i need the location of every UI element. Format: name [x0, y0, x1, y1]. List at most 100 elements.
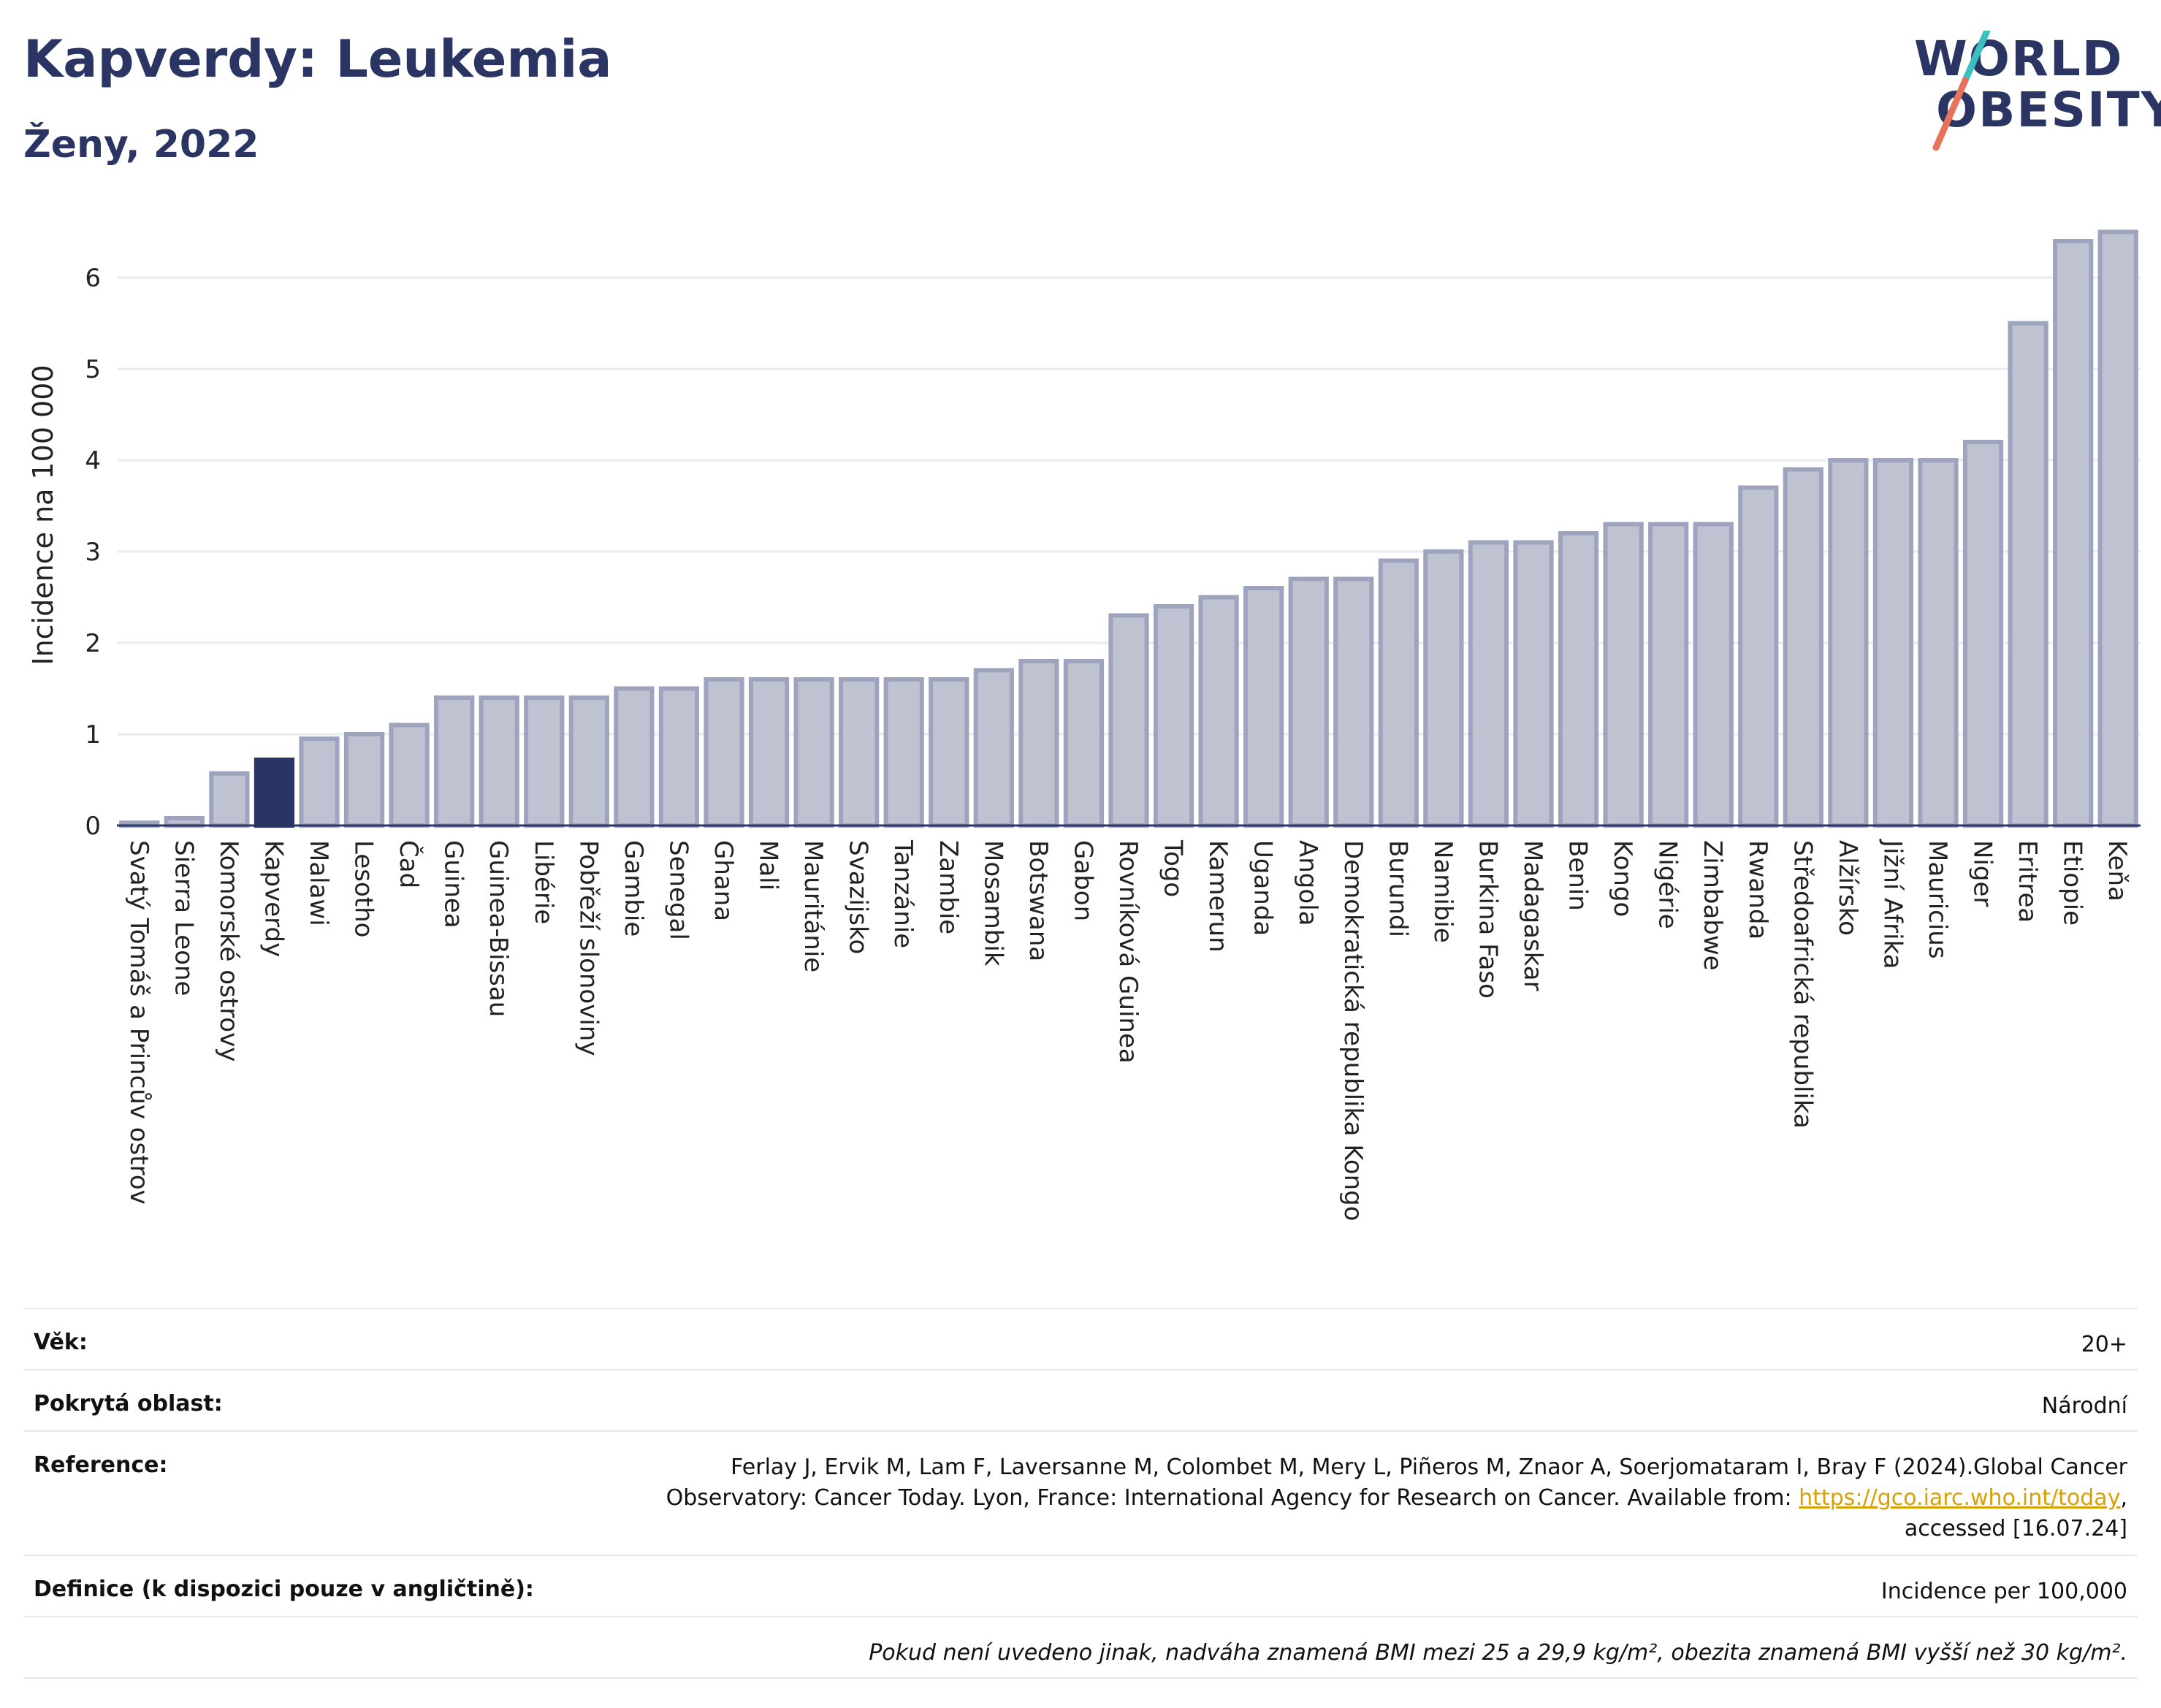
- x-tick-label: Tanzánie: [888, 839, 918, 948]
- y-tick-label: 2: [85, 629, 101, 658]
- logo-line2: OBESITY: [1936, 82, 2161, 138]
- x-tick-label: Středoafrická republika: [1788, 840, 1817, 1129]
- bar: [658, 686, 700, 828]
- logo-line1: WORLD: [1914, 31, 2124, 87]
- bar: [209, 771, 250, 828]
- x-tick-label: Angola: [1293, 840, 1322, 926]
- bar: [2097, 229, 2138, 828]
- bar: [1603, 522, 1644, 828]
- bar: [1693, 522, 1734, 828]
- y-tick-label: 1: [85, 720, 101, 750]
- x-tick-label: Namibie: [1428, 840, 1457, 943]
- bar: [704, 677, 744, 828]
- reference-label: Reference:: [34, 1452, 168, 1478]
- x-tick-label: Gabon: [1068, 840, 1097, 921]
- page-title: Kapverdy: Leukemia: [23, 29, 612, 89]
- area-label: Pokrytá oblast:: [34, 1391, 223, 1417]
- reference-value: Ferlay J, Ervik M, Lam F, Laversanne M, …: [666, 1452, 2127, 1544]
- x-tick-label: Malawi: [304, 840, 333, 926]
- bar: [2008, 321, 2048, 828]
- y-axis-label: Incidence na 100 000: [27, 365, 59, 665]
- x-tick-label: Togo: [1159, 839, 1188, 897]
- area-value: Národní: [2041, 1393, 2127, 1419]
- x-tick-label: Libérie: [529, 840, 558, 924]
- x-tick-label: Kamerun: [1203, 840, 1232, 953]
- x-tick-label: Svatý Tomáš a Princův ostrov: [124, 840, 153, 1205]
- info-row-definition: Definice (k dispozici pouze v angličtině…: [23, 1555, 2138, 1616]
- x-tick-label: Mosambik: [978, 840, 1007, 967]
- info-row-area: Pokrytá oblast: Národní: [23, 1369, 2138, 1430]
- x-tick-label: Etiopie: [2058, 840, 2087, 926]
- bar: [929, 677, 969, 828]
- x-tick-label: Eritrea: [2013, 840, 2042, 923]
- bar: [1783, 467, 1823, 828]
- x-tick-label: Pobřeží slonoviny: [573, 840, 603, 1056]
- x-tick-label: Mali: [754, 840, 783, 891]
- bar: [883, 677, 924, 828]
- x-tick-label: Alžírsko: [1833, 840, 1862, 936]
- bar: [1918, 458, 1959, 828]
- x-tick-label: Niger: [1968, 840, 1997, 907]
- x-tick-label: Čad: [394, 840, 424, 888]
- age-label: Věk:: [34, 1330, 88, 1355]
- x-tick-label: Kapverdy: [259, 840, 288, 957]
- x-tick-label: Mauricius: [1923, 840, 1952, 959]
- x-tick-label: Botswana: [1024, 840, 1053, 961]
- bar: [1153, 604, 1194, 828]
- reference-line2-suffix: ,: [2120, 1485, 2127, 1511]
- x-tick-label: Demokratická republika Kongo: [1338, 840, 1368, 1221]
- bar: [1378, 558, 1419, 828]
- x-tick-label: Lesotho: [349, 840, 378, 937]
- reference-line2: Observatory: Cancer Today. Lyon, France:…: [666, 1485, 1799, 1511]
- x-tick-label: Gambie: [619, 840, 648, 937]
- reference-line3: accessed [16.07.24]: [1904, 1516, 2127, 1541]
- info-row-reference: Reference: Ferlay J, Ervik M, Lam F, Lav…: [23, 1430, 2138, 1555]
- y-tick-label: 6: [85, 264, 101, 293]
- bar: [568, 695, 609, 828]
- definition-value: Incidence per 100,000: [1880, 1579, 2127, 1604]
- age-value: 20+: [2081, 1332, 2127, 1357]
- bar: [1468, 540, 1509, 828]
- bar: [1243, 586, 1284, 828]
- x-tick-label: Keňa: [2103, 840, 2132, 901]
- x-tick-label: Kongo: [1608, 840, 1637, 917]
- x-tick-label: Rovníková Guinea: [1113, 840, 1143, 1064]
- bar-chart: 0 1 2 3 4 5 6 Incidence na 100 000 Svatý Tomáš a…: [27, 229, 2141, 1221]
- bar: [1513, 540, 1554, 828]
- x-tick-label: Guinea: [439, 840, 468, 929]
- x-tick-label: Madagaskar: [1518, 840, 1547, 991]
- definition-label: Definice (k dispozici pouze v angličtině…: [34, 1577, 534, 1602]
- bar: [1423, 549, 1464, 828]
- bar: [1738, 485, 1779, 828]
- info-row-note: Pokud není uvedeno jinak, nadváha znamen…: [23, 1616, 2138, 1679]
- y-tick-label: 0: [85, 812, 101, 841]
- world-obesity-logo: WORLD OBESITY: [1907, 31, 2161, 155]
- x-tick-label: Ghana: [709, 840, 738, 921]
- bar: [973, 668, 1014, 828]
- bar: [479, 695, 519, 828]
- x-tick-label: Mauritánie: [799, 840, 828, 972]
- bar: [1828, 458, 1869, 828]
- x-tick-label: Benin: [1563, 840, 1593, 911]
- x-tick-label: Guinea-Bissau: [484, 840, 513, 1017]
- y-tick-label: 4: [85, 446, 101, 476]
- reference-link[interactable]: https://gco.iarc.who.int/today: [1799, 1485, 2121, 1511]
- x-tick-label: Zimbabwe: [1698, 840, 1727, 971]
- page-subtitle: Ženy, 2022: [23, 123, 259, 167]
- y-tick-label: 5: [85, 355, 101, 384]
- bar: [614, 686, 655, 828]
- y-tick-label: 3: [85, 538, 101, 567]
- bar: [434, 695, 475, 828]
- x-tick-label: Komorské ostrovy: [214, 840, 243, 1061]
- x-tick-label: Rwanda: [1743, 840, 1772, 939]
- x-tick-label: Nigérie: [1653, 840, 1682, 929]
- reference-line1: Ferlay J, Ervik M, Lam F, Laversanne M, …: [731, 1455, 2127, 1480]
- info-table: Věk: 20+ Pokrytá oblast: Národní Referen…: [23, 1308, 2138, 1679]
- bar: [2053, 239, 2094, 828]
- bar: [1288, 576, 1329, 828]
- bar: [1108, 613, 1149, 828]
- bar: [748, 677, 790, 828]
- x-tick-label: Senegal: [663, 840, 693, 940]
- bar: [1872, 458, 1914, 828]
- bar: [793, 677, 834, 828]
